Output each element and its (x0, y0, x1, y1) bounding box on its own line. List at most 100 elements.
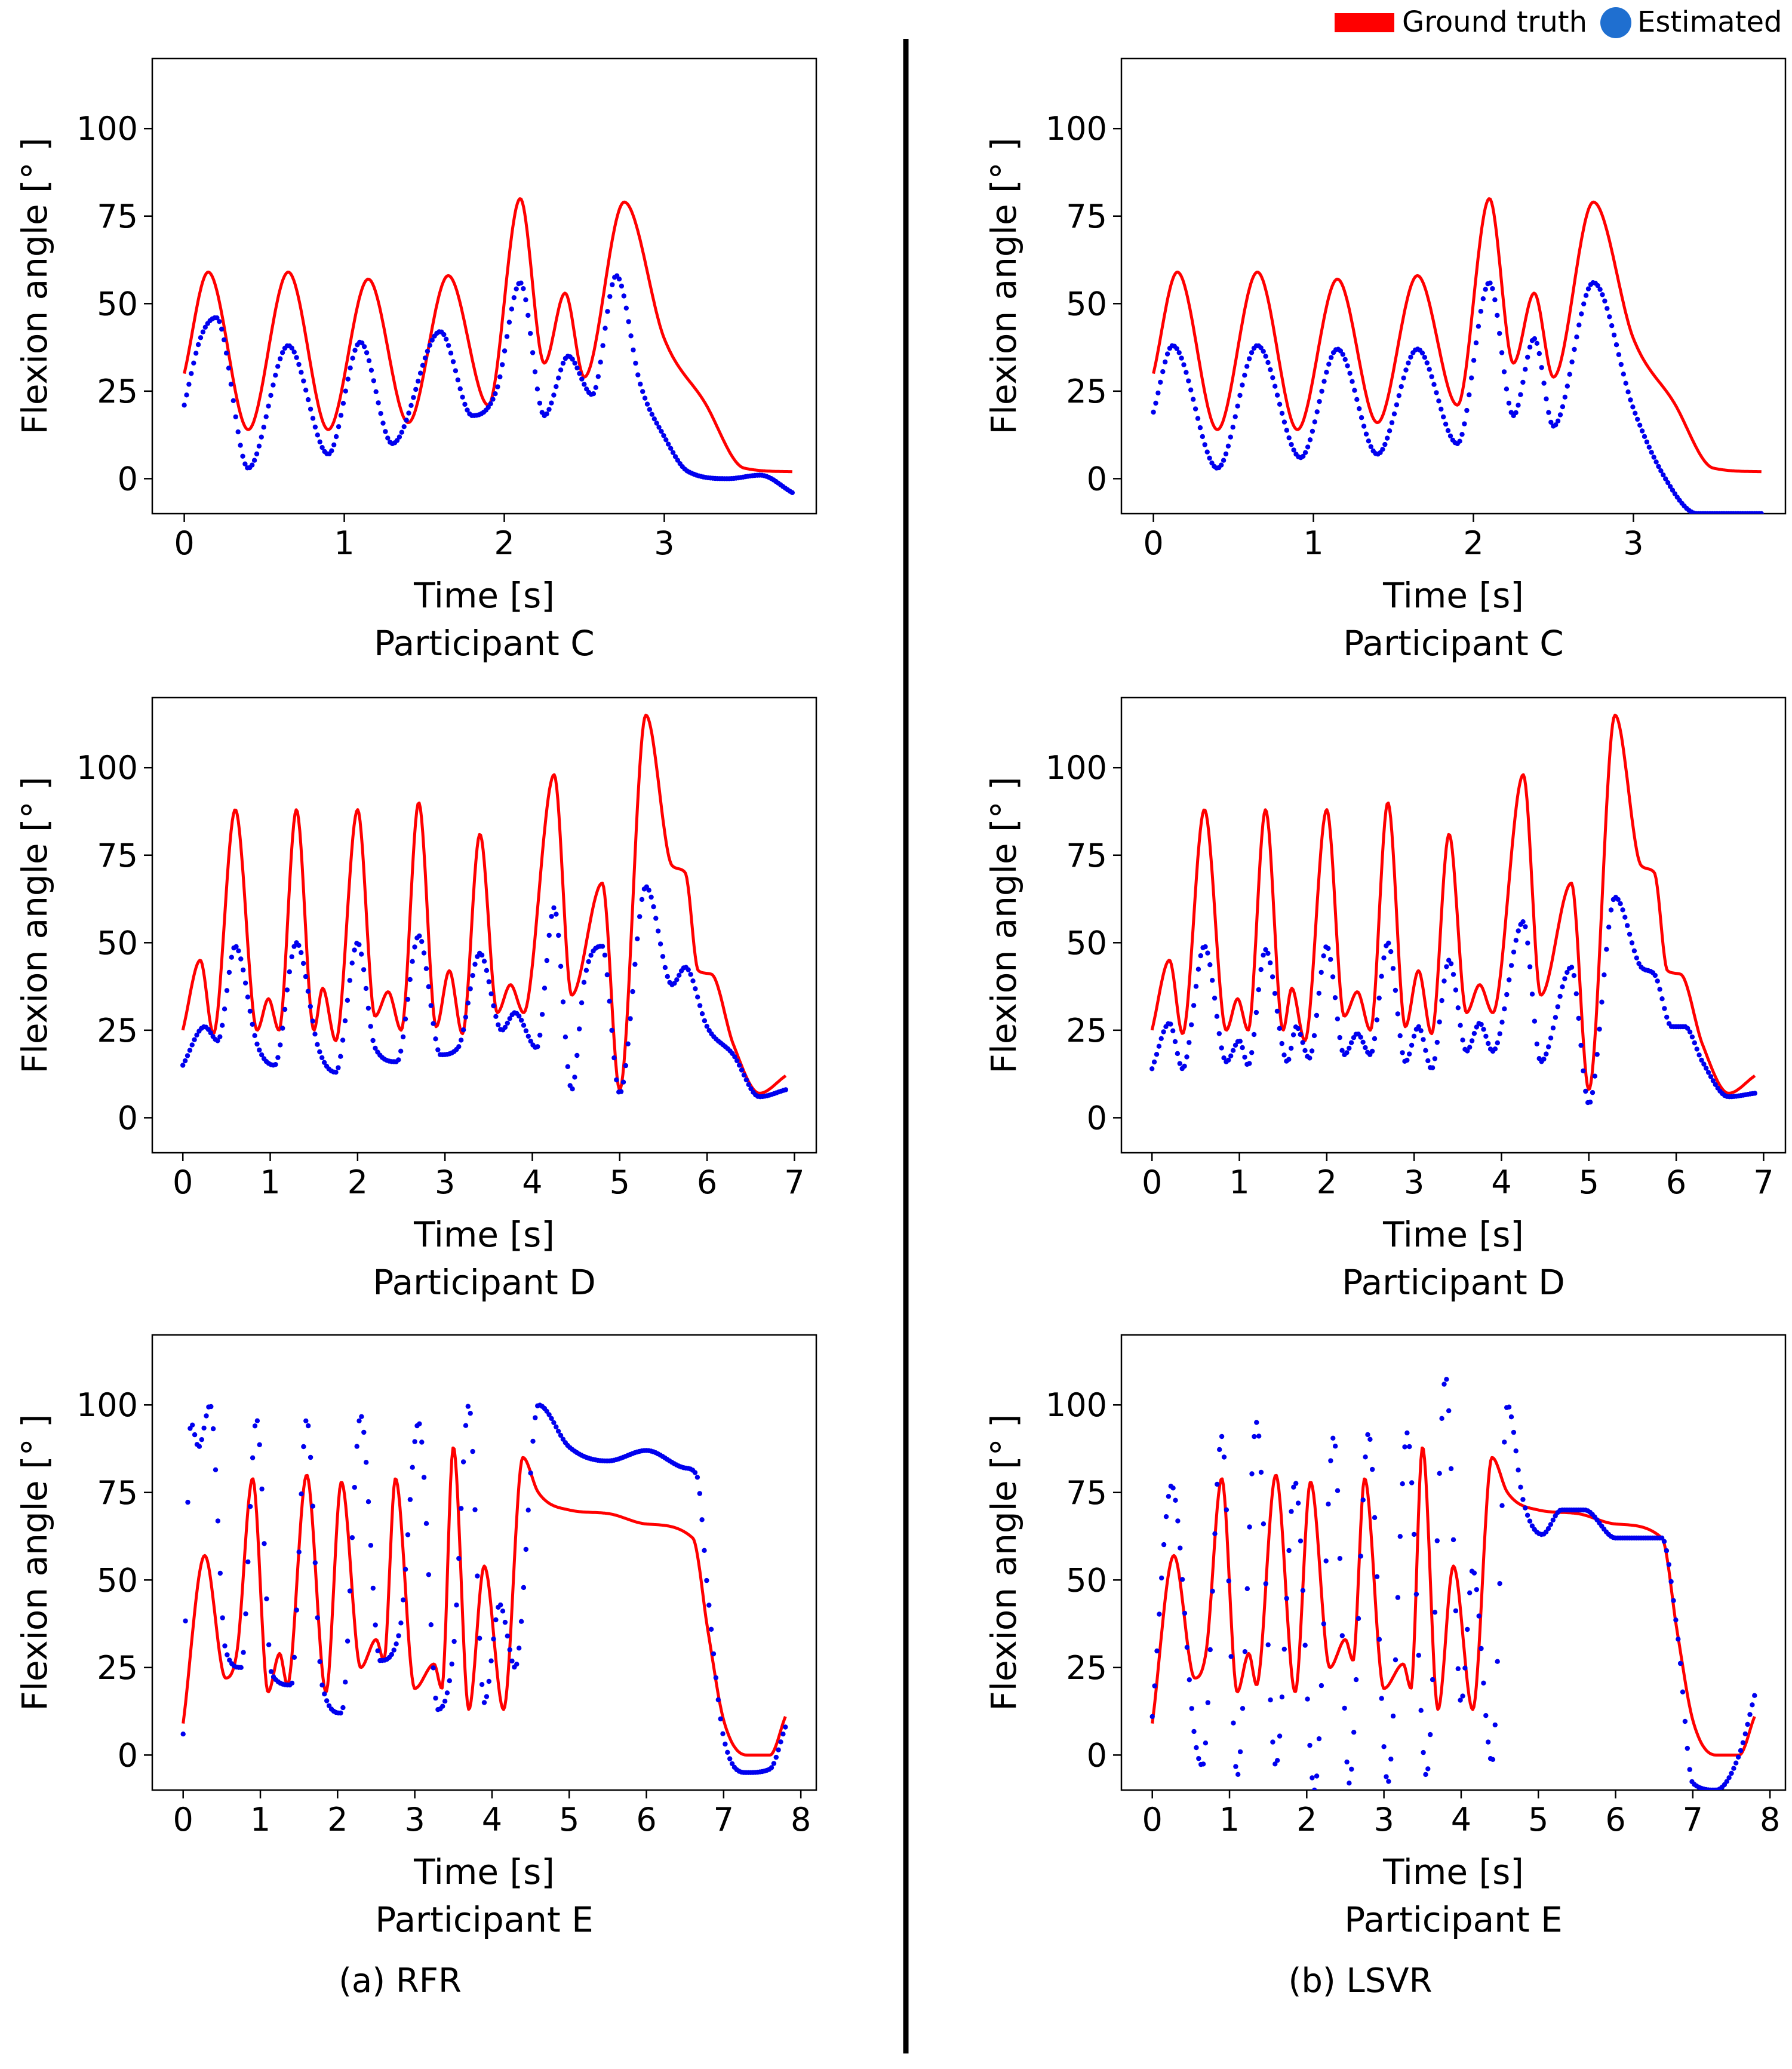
point-estimated (1347, 1781, 1352, 1786)
x-tick-label: 3 (404, 1801, 425, 1838)
point-estimated (273, 1062, 278, 1067)
point-estimated (1425, 1766, 1431, 1772)
point-estimated (1311, 1033, 1317, 1039)
point-estimated (1724, 1779, 1729, 1784)
point-estimated (1434, 1538, 1440, 1543)
point-estimated (1253, 1009, 1259, 1015)
point-estimated (1467, 392, 1472, 398)
point-estimated (1265, 950, 1271, 956)
point-estimated (1576, 1015, 1581, 1021)
point-estimated (1263, 947, 1268, 953)
point-estimated (296, 943, 302, 948)
point-estimated (378, 411, 383, 416)
point-estimated (289, 954, 294, 960)
point-estimated (1376, 995, 1382, 1001)
point-estimated (1314, 409, 1320, 415)
point-estimated (521, 286, 526, 291)
point-estimated (1188, 387, 1194, 392)
point-estimated (1284, 1595, 1289, 1601)
point-estimated (1181, 362, 1187, 367)
point-estimated (1360, 1039, 1366, 1045)
point-estimated (1219, 1433, 1225, 1439)
point-estimated (361, 967, 367, 972)
point-estimated (1555, 418, 1561, 423)
point-estimated (1548, 1522, 1554, 1527)
point-estimated (525, 312, 531, 318)
point-estimated (1689, 1034, 1695, 1040)
chart-title: Participant C (374, 623, 594, 664)
point-estimated (193, 351, 199, 356)
point-estimated (1247, 1061, 1252, 1066)
point-estimated (421, 1475, 427, 1480)
point-estimated (771, 1761, 777, 1766)
point-estimated (319, 445, 325, 450)
point-estimated (1258, 967, 1264, 972)
point-estimated (1203, 1740, 1209, 1746)
point-estimated (1659, 996, 1665, 1002)
point-estimated (1352, 388, 1357, 393)
x-tick-label: 3 (654, 524, 674, 562)
point-estimated (556, 932, 561, 938)
point-estimated (1422, 355, 1428, 360)
point-estimated (1231, 1720, 1236, 1726)
point-estimated (340, 401, 346, 406)
point-estimated (1436, 398, 1441, 404)
point-estimated (507, 1016, 512, 1021)
point-estimated (1625, 389, 1631, 395)
point-estimated (1382, 441, 1388, 447)
point-estimated (317, 1049, 322, 1055)
point-estimated (1166, 1494, 1172, 1499)
point-estimated (660, 954, 666, 959)
point-estimated (1668, 1579, 1674, 1585)
point-estimated (518, 1017, 524, 1023)
point-estimated (502, 1024, 508, 1030)
point-estimated (1508, 1414, 1514, 1420)
point-estimated (1506, 1404, 1512, 1410)
point-estimated (1564, 969, 1570, 975)
point-estimated (1368, 444, 1373, 449)
point-estimated (1174, 346, 1180, 351)
point-estimated (1432, 1056, 1438, 1061)
point-estimated (1490, 286, 1495, 291)
point-estimated (1158, 379, 1163, 385)
point-estimated (1523, 924, 1528, 929)
series-line-ground-truth (181, 713, 787, 1095)
point-estimated (1274, 392, 1280, 398)
point-estimated (236, 948, 241, 954)
point-estimated (1345, 363, 1350, 369)
point-estimated (600, 343, 605, 348)
x-tick-label: 6 (697, 1164, 717, 1201)
point-estimated (312, 1032, 318, 1037)
point-estimated (1398, 384, 1404, 389)
point-estimated (1389, 420, 1395, 425)
point-estimated (1583, 1088, 1588, 1094)
point-estimated (1363, 1454, 1368, 1460)
point-estimated (445, 343, 451, 348)
point-estimated (259, 1052, 265, 1058)
point-estimated (502, 1619, 508, 1625)
point-estimated (1277, 1026, 1282, 1032)
point-estimated (228, 382, 234, 387)
point-estimated (621, 293, 627, 299)
point-estimated (1567, 372, 1572, 377)
point-estimated (1379, 974, 1384, 979)
point-estimated (1511, 949, 1517, 955)
point-estimated (1486, 1040, 1491, 1046)
point-estimated (1328, 1458, 1333, 1463)
point-estimated (677, 972, 682, 978)
point-estimated (1176, 350, 1182, 355)
point-estimated (486, 1678, 491, 1684)
point-estimated (686, 967, 691, 972)
point-estimated (1252, 1433, 1257, 1439)
point-estimated (582, 382, 587, 387)
point-estimated (1305, 444, 1311, 450)
point-estimated (1310, 1775, 1315, 1781)
point-estimated (1268, 1697, 1273, 1703)
x-axis-label: Time [s] (413, 1852, 555, 1892)
point-estimated (517, 1646, 522, 1651)
point-estimated (1511, 1429, 1517, 1435)
point-estimated (312, 424, 318, 430)
point-estimated (1430, 1065, 1436, 1070)
point-estimated (223, 351, 229, 356)
point-estimated (426, 1572, 432, 1577)
